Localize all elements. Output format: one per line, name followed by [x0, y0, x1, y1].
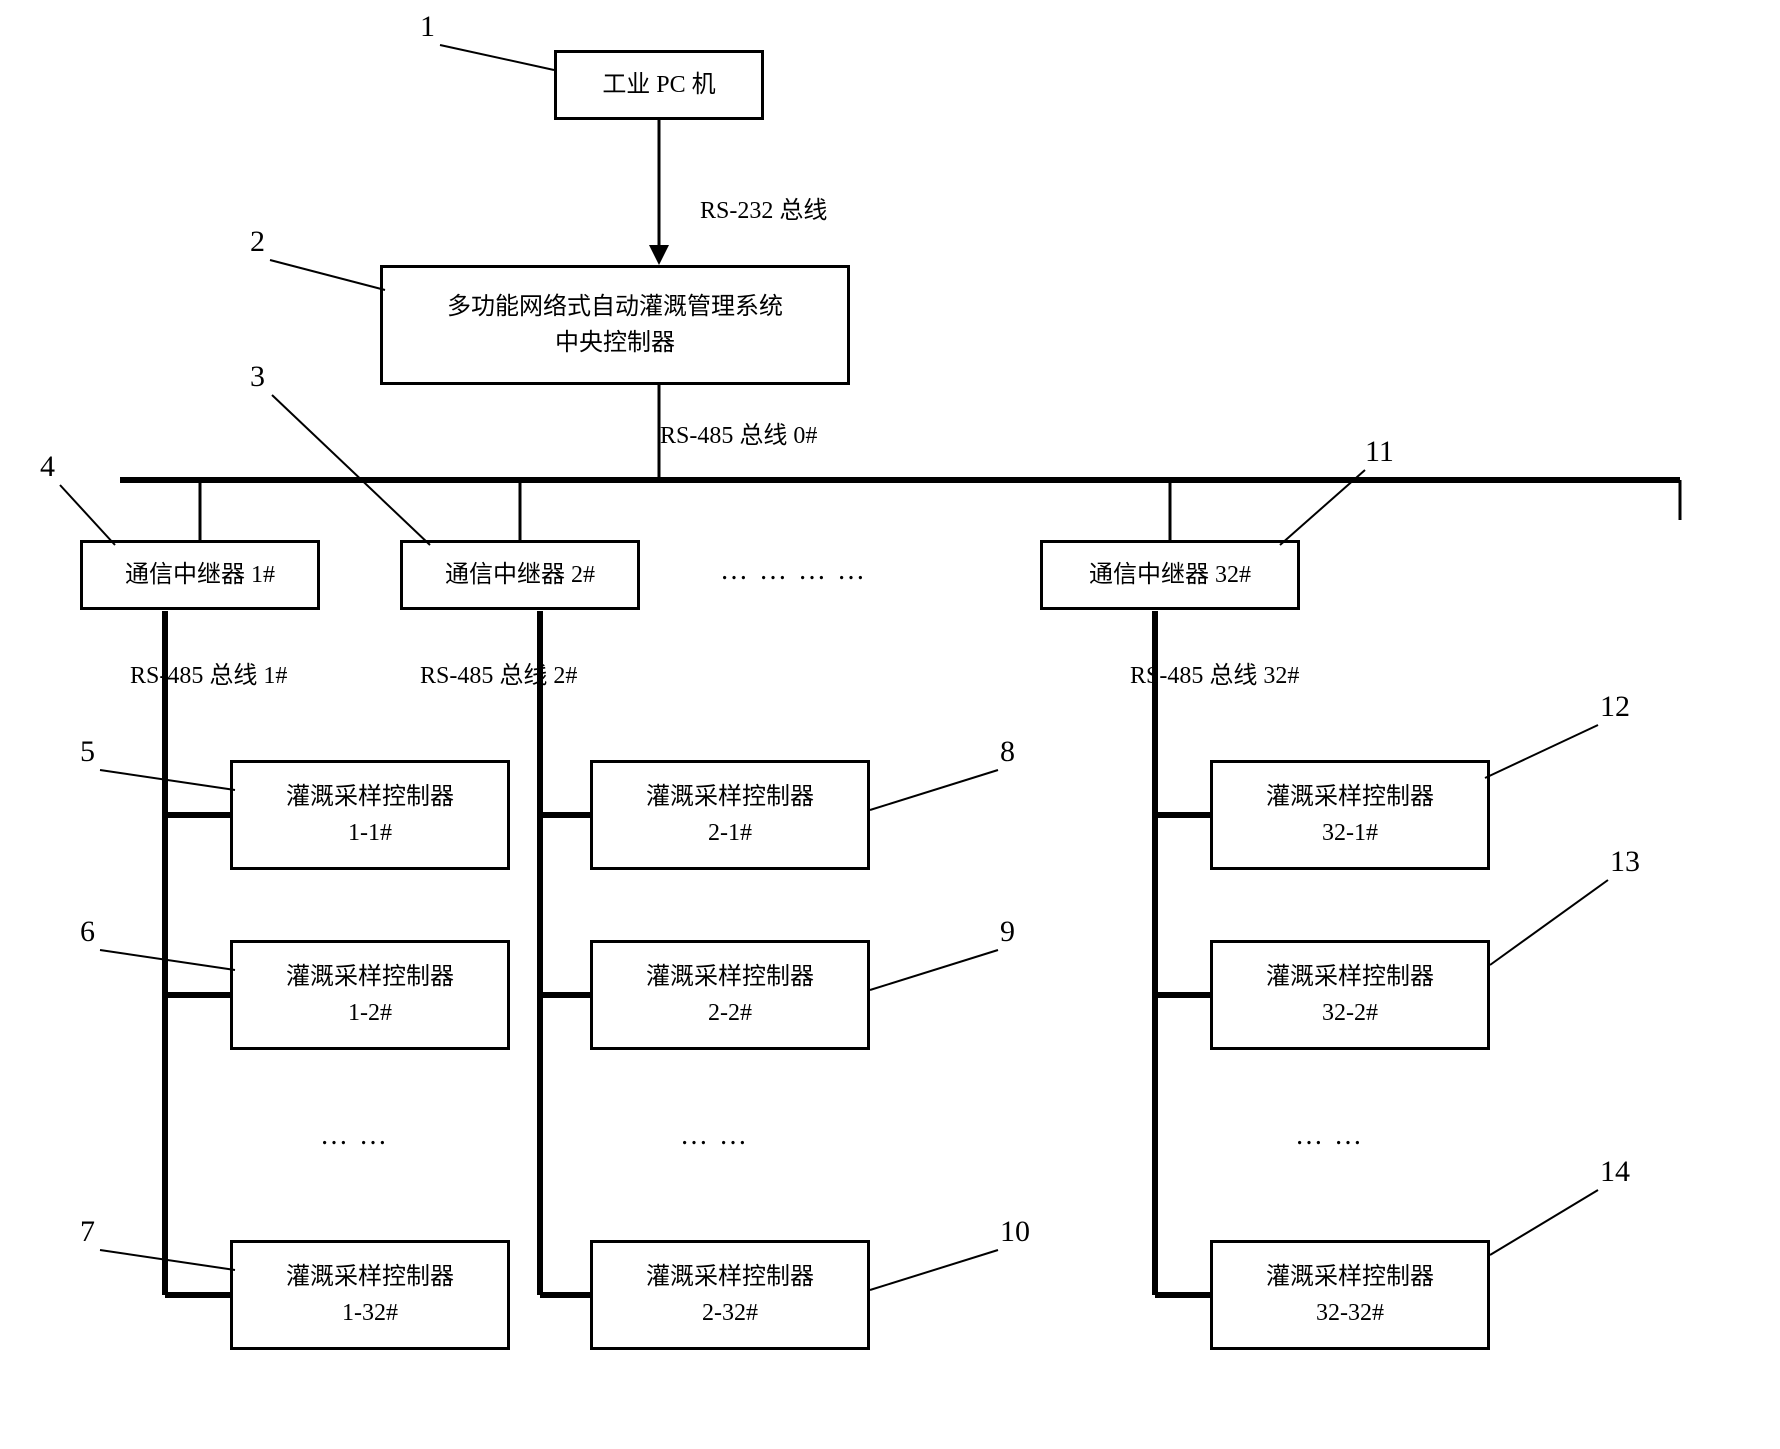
callout-1: 1	[420, 10, 435, 44]
controller-2-1-box: 灌溉采样控制器 2-1#	[590, 760, 870, 870]
callout-6: 6	[80, 915, 95, 949]
c-2-32-l1: 灌溉采样控制器	[646, 1259, 814, 1295]
callout-14: 14	[1600, 1155, 1630, 1189]
callout-8: 8	[1000, 735, 1015, 769]
controller-1-32-box: 灌溉采样控制器 1-32#	[230, 1240, 510, 1350]
c-1-1-l2: 1-1#	[348, 815, 392, 851]
callout-2: 2	[250, 225, 265, 259]
callout-7: 7	[80, 1215, 95, 1249]
c-32-2-l2: 32-2#	[1322, 995, 1378, 1031]
repeater-1-box: 通信中继器 1#	[80, 540, 320, 610]
callout-9: 9	[1000, 915, 1015, 949]
rs485-1-label: RS-485 总线 1#	[130, 655, 287, 690]
controller-32-32-box: 灌溉采样控制器 32-32#	[1210, 1240, 1490, 1350]
controller-32-1-box: 灌溉采样控制器 32-1#	[1210, 760, 1490, 870]
ellipsis-col2: … …	[680, 1120, 749, 1152]
ellipsis-col32: … …	[1295, 1120, 1364, 1152]
c-1-2-l1: 灌溉采样控制器	[286, 959, 454, 995]
c-2-32-l2: 2-32#	[702, 1295, 758, 1331]
central-line1: 多功能网络式自动灌溉管理系统	[447, 289, 783, 325]
callout-3: 3	[250, 360, 265, 394]
repeater-2-box: 通信中继器 2#	[400, 540, 640, 610]
callout-4: 4	[40, 450, 55, 484]
c-2-2-l2: 2-2#	[708, 995, 752, 1031]
callout-13: 13	[1610, 845, 1640, 879]
controller-32-2-box: 灌溉采样控制器 32-2#	[1210, 940, 1490, 1050]
c-32-1-l1: 灌溉采样控制器	[1266, 779, 1434, 815]
c-32-32-l2: 32-32#	[1316, 1295, 1384, 1331]
c-1-2-l2: 1-2#	[348, 995, 392, 1031]
central-controller-box: 多功能网络式自动灌溉管理系统 中央控制器	[380, 265, 850, 385]
callout-5: 5	[80, 735, 95, 769]
repeater-32-label: 通信中继器 32#	[1089, 557, 1251, 593]
c-1-1-l1: 灌溉采样控制器	[286, 779, 454, 815]
pc-label: 工业 PC 机	[602, 67, 715, 103]
controller-2-32-box: 灌溉采样控制器 2-32#	[590, 1240, 870, 1350]
rs485-0-label: RS-485 总线 0#	[660, 415, 817, 450]
c-1-32-l2: 1-32#	[342, 1295, 398, 1331]
repeater-32-box: 通信中继器 32#	[1040, 540, 1300, 610]
central-line2: 中央控制器	[555, 325, 675, 361]
ellipsis-top: … … … …	[720, 555, 867, 587]
rs232-label: RS-232 总线	[700, 190, 827, 225]
callout-10: 10	[1000, 1215, 1030, 1249]
c-1-32-l1: 灌溉采样控制器	[286, 1259, 454, 1295]
c-2-1-l2: 2-1#	[708, 815, 752, 851]
repeater-1-label: 通信中继器 1#	[125, 557, 275, 593]
controller-2-2-box: 灌溉采样控制器 2-2#	[590, 940, 870, 1050]
ellipsis-col1: … …	[320, 1120, 389, 1152]
wiring-svg	[0, 0, 1780, 1449]
controller-1-2-box: 灌溉采样控制器 1-2#	[230, 940, 510, 1050]
c-32-32-l1: 灌溉采样控制器	[1266, 1259, 1434, 1295]
callout-12: 12	[1600, 690, 1630, 724]
c-2-1-l1: 灌溉采样控制器	[646, 779, 814, 815]
pc-box: 工业 PC 机	[554, 50, 764, 120]
c-32-1-l2: 32-1#	[1322, 815, 1378, 851]
rs485-2-label: RS-485 总线 2#	[420, 655, 577, 690]
repeater-2-label: 通信中继器 2#	[445, 557, 595, 593]
callout-11: 11	[1365, 435, 1394, 469]
c-2-2-l1: 灌溉采样控制器	[646, 959, 814, 995]
rs485-32-label: RS-485 总线 32#	[1130, 655, 1299, 690]
c-32-2-l1: 灌溉采样控制器	[1266, 959, 1434, 995]
controller-1-1-box: 灌溉采样控制器 1-1#	[230, 760, 510, 870]
